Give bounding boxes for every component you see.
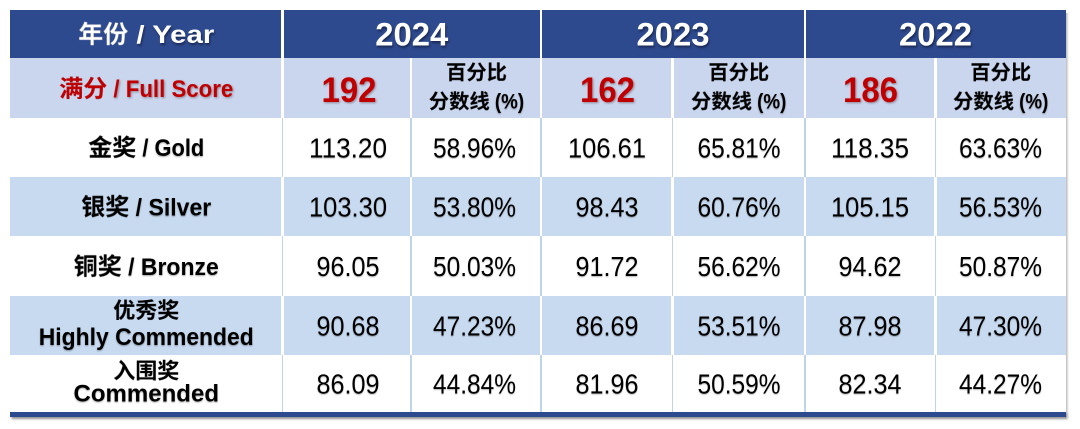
svg-text:(%): (%) <box>490 91 525 114</box>
svg-text:50.87%: 50.87% <box>959 251 1042 282</box>
svg-text:56.62%: 56.62% <box>698 251 781 282</box>
svg-text:90.68: 90.68 <box>317 311 380 342</box>
svg-text:186: 186 <box>843 71 898 110</box>
svg-text:86.69: 86.69 <box>576 311 639 342</box>
svg-text:98.43: 98.43 <box>576 192 639 223</box>
svg-text:96.05: 96.05 <box>317 251 380 282</box>
svg-text:82.34: 82.34 <box>839 369 902 400</box>
svg-text:Highly Commended: Highly Commended <box>39 324 254 351</box>
svg-text:106.61: 106.61 <box>568 132 646 163</box>
svg-text:65.81%: 65.81% <box>698 132 781 163</box>
svg-text:105.15: 105.15 <box>831 192 909 223</box>
svg-text:47.30%: 47.30% <box>959 311 1042 342</box>
svg-text:87.98: 87.98 <box>839 311 902 342</box>
svg-text:(%): (%) <box>1014 91 1048 114</box>
svg-text:50.59%: 50.59% <box>698 369 781 400</box>
svg-text:50.03%: 50.03% <box>433 251 516 282</box>
svg-text:/ Bronze: / Bronze <box>122 254 219 281</box>
svg-text:44.84%: 44.84% <box>433 369 516 400</box>
svg-text:118.35: 118.35 <box>831 132 909 163</box>
svg-text:Commended: Commended <box>74 381 220 408</box>
svg-text:2023: 2023 <box>637 17 710 53</box>
svg-text:60.76%: 60.76% <box>698 192 781 223</box>
svg-text:86.09: 86.09 <box>317 369 380 400</box>
svg-text:162: 162 <box>580 71 635 110</box>
svg-text:103.30: 103.30 <box>309 192 387 223</box>
svg-text:53.51%: 53.51% <box>698 311 781 342</box>
svg-text:(%): (%) <box>752 91 787 114</box>
svg-text:94.62: 94.62 <box>839 251 902 282</box>
svg-text:192: 192 <box>322 71 377 110</box>
svg-text:58.96%: 58.96% <box>433 132 516 163</box>
svg-text:2022: 2022 <box>899 17 972 53</box>
svg-text:81.96: 81.96 <box>576 369 639 400</box>
svg-text:53.80%: 53.80% <box>433 192 516 223</box>
svg-text:/ Gold: / Gold <box>136 135 204 162</box>
svg-text:63.63%: 63.63% <box>959 132 1042 163</box>
svg-text:/ Full Score: / Full Score <box>107 76 233 103</box>
svg-text:/ Silver: / Silver <box>129 194 211 221</box>
svg-text:113.20: 113.20 <box>309 132 387 163</box>
svg-text:47.23%: 47.23% <box>433 311 516 342</box>
svg-text:44.27%: 44.27% <box>959 369 1042 400</box>
svg-text:/ Year: / Year <box>128 21 214 49</box>
svg-text:56.53%: 56.53% <box>959 192 1042 223</box>
svg-text:91.72: 91.72 <box>576 251 639 282</box>
svg-text:2024: 2024 <box>375 17 448 53</box>
